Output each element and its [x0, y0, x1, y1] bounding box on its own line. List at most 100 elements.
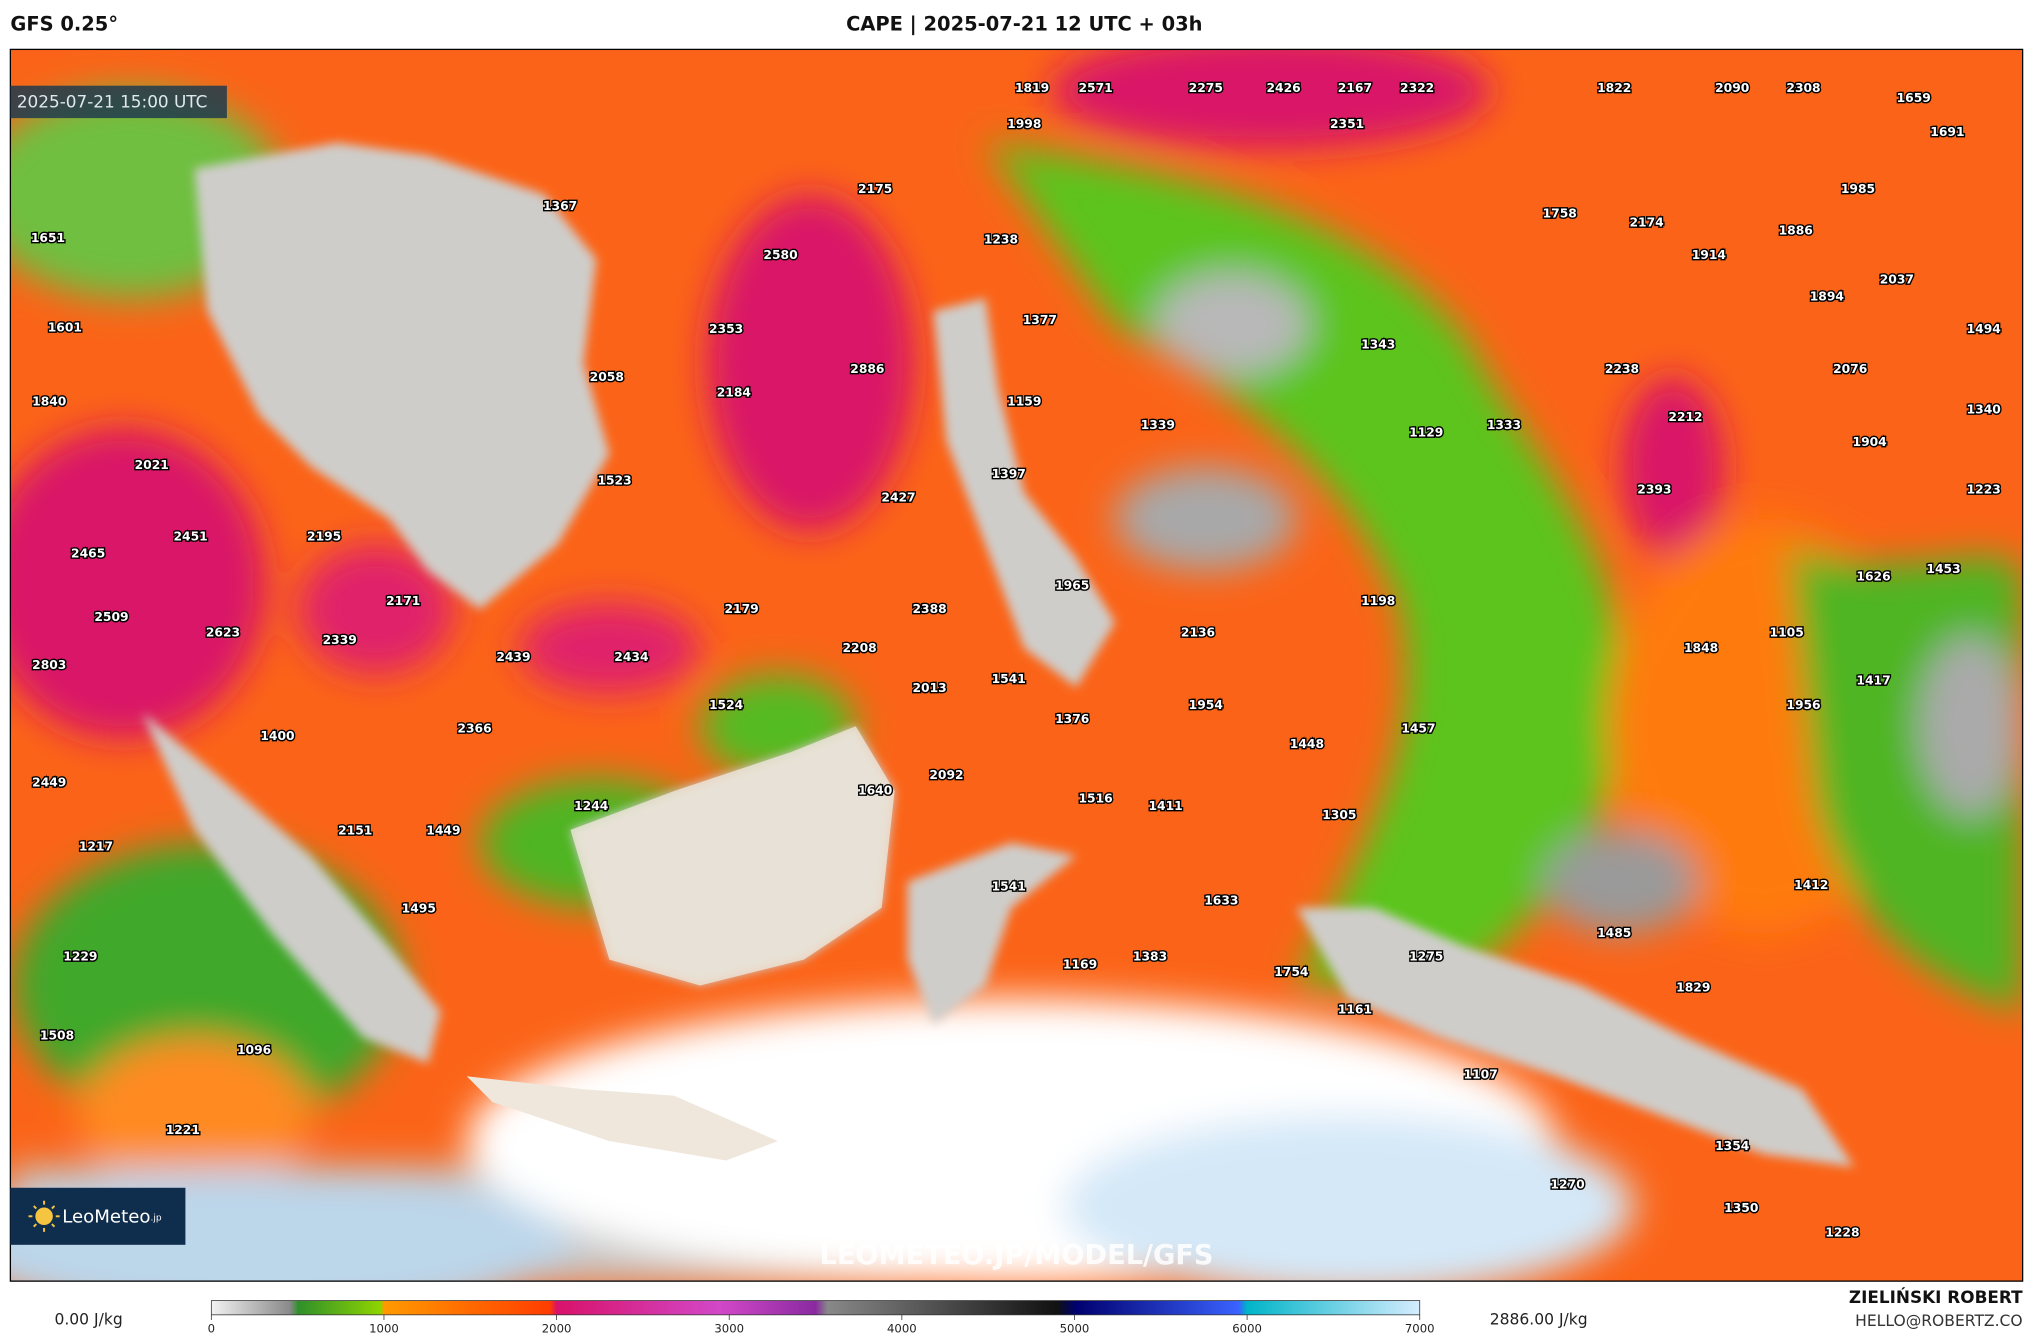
- cape-label: 2013: [913, 681, 947, 695]
- cape-label: 1270: [1550, 1178, 1584, 1192]
- cape-label: 1367: [543, 199, 577, 213]
- cape-label: 1449: [426, 824, 460, 838]
- cape-label: 1448: [1290, 737, 1324, 751]
- cape-label: 1412: [1794, 878, 1828, 892]
- colorbar-min: 0.00 J/kg: [54, 1311, 122, 1329]
- logo-name: LeoMeteo: [62, 1207, 150, 1228]
- colorbar: [210, 1300, 1421, 1316]
- cape-label: 2426: [1266, 81, 1300, 95]
- colorbar-tick-label: 3000: [714, 1322, 744, 1336]
- cape-label: 2886: [850, 362, 884, 376]
- cape-label: 2451: [173, 529, 207, 543]
- cape-label: 2171: [386, 594, 420, 608]
- cape-label: 2465: [71, 546, 105, 560]
- cape-label: 1129: [1409, 426, 1443, 440]
- cape-label: 2308: [1786, 81, 1820, 95]
- cape-label: 1228: [1825, 1226, 1859, 1240]
- cape-label: 1998: [1007, 117, 1041, 131]
- cape-label: 1524: [709, 698, 743, 712]
- cape-label: 1096: [237, 1043, 271, 1057]
- map-field: [10, 49, 2023, 1282]
- cape-label: 1238: [984, 232, 1018, 246]
- colorbar-tick-label: 2000: [542, 1322, 572, 1336]
- cape-label: 1904: [1853, 435, 1887, 449]
- cape-label: 1244: [574, 799, 608, 813]
- valid-time-box: [10, 85, 227, 119]
- cape-label: 2021: [135, 458, 169, 472]
- cape-label: 2509: [94, 610, 128, 624]
- cape-label: 1495: [402, 902, 436, 916]
- cape-label: 2353: [709, 322, 743, 336]
- cape-label: 1333: [1487, 418, 1521, 432]
- cape-label: 2427: [881, 491, 915, 505]
- cape-label: 1640: [858, 784, 892, 798]
- contact: HELLO@ROBERTZ.CO: [1855, 1312, 2022, 1330]
- cape-label: 2076: [1833, 362, 1867, 376]
- colorbar-tick-label: 0: [208, 1322, 215, 1336]
- cape-label: 1894: [1810, 290, 1844, 304]
- colorbar-tick-label: 5000: [1060, 1322, 1090, 1336]
- cape-label: 2238: [1605, 362, 1639, 376]
- logo-sun: [28, 1200, 60, 1232]
- cape-label: 2623: [206, 625, 240, 639]
- cape-label: 2037: [1880, 273, 1914, 287]
- cape-label: 1411: [1148, 799, 1182, 813]
- cape-label: 2174: [1630, 216, 1664, 230]
- cape-label: 1383: [1133, 949, 1167, 963]
- cape-label: 2058: [590, 370, 624, 384]
- model-name: GFS 0.25°: [10, 12, 118, 35]
- cape-label: 1626: [1856, 570, 1890, 584]
- cape-label: 1829: [1676, 981, 1710, 995]
- cape-label: 2195: [307, 529, 341, 543]
- cape-label: 1275: [1409, 949, 1443, 963]
- cape-label: 1339: [1141, 418, 1175, 432]
- cape-label: 1822: [1597, 81, 1631, 95]
- colorbar-tick-label: 1000: [369, 1322, 399, 1336]
- cape-label: 2090: [1715, 81, 1749, 95]
- cape-label: 2179: [725, 602, 759, 616]
- colorbar-tick-label: 6000: [1232, 1322, 1262, 1336]
- cape-label: 2449: [32, 776, 66, 790]
- cape-label: 1159: [1007, 395, 1041, 409]
- watermark: LEOMETEO.JP/MODEL/GFS: [819, 1240, 1213, 1271]
- cape-label: 1494: [1967, 322, 2001, 336]
- cape-label: 1754: [1274, 965, 1308, 979]
- cape-label: 1541: [992, 879, 1026, 893]
- cape-label: 1350: [1724, 1201, 1758, 1215]
- cape-label: 1633: [1204, 894, 1238, 908]
- cape-label: 1848: [1684, 641, 1718, 655]
- cape-label: 1485: [1597, 926, 1631, 940]
- cape-label: 2151: [338, 824, 372, 838]
- cape-label: 1758: [1543, 207, 1577, 221]
- cape-label: 1400: [260, 729, 294, 743]
- cape-label: 1819: [1015, 81, 1049, 95]
- cape-label: 1523: [597, 474, 631, 488]
- cape-label: 1508: [40, 1029, 74, 1043]
- cape-label: 2208: [842, 641, 876, 655]
- cape-labels: 1819 2571 2275 2426 2167 2322 1822 2090 2308 1659…: [29, 79, 2002, 1241]
- cape-label: 2580: [763, 248, 797, 262]
- cape-label: 2136: [1181, 625, 1215, 639]
- map-title: CAPE | 2025-07-21 12 UTC + 03h: [846, 12, 1202, 35]
- cape-label: 1954: [1189, 698, 1223, 712]
- cape-label: 1354: [1715, 1139, 1749, 1153]
- cape-label: 1956: [1786, 698, 1820, 712]
- cape-label: 1376: [1055, 712, 1089, 726]
- cape-label: 1305: [1322, 808, 1356, 822]
- cape-label: 2803: [32, 658, 66, 672]
- cape-label: 2571: [1078, 81, 1112, 95]
- colorbar-max: 2886.00 J/kg: [1490, 1311, 1588, 1329]
- cape-label: 2351: [1330, 117, 1364, 131]
- valid-time: 2025-07-21 15:00 UTC: [17, 92, 208, 112]
- cape-label: 1217: [79, 839, 113, 853]
- cape-label: 1343: [1361, 338, 1395, 352]
- cape-label: 1229: [63, 949, 97, 963]
- cape-label: 2388: [913, 602, 947, 616]
- cape-label: 1965: [1055, 579, 1089, 593]
- cape-label: 2167: [1338, 81, 1372, 95]
- cape-label: 2092: [929, 768, 963, 782]
- cape-label: 2184: [717, 385, 751, 399]
- cape-label: 2175: [858, 182, 892, 196]
- cape-label: 1516: [1078, 791, 1112, 805]
